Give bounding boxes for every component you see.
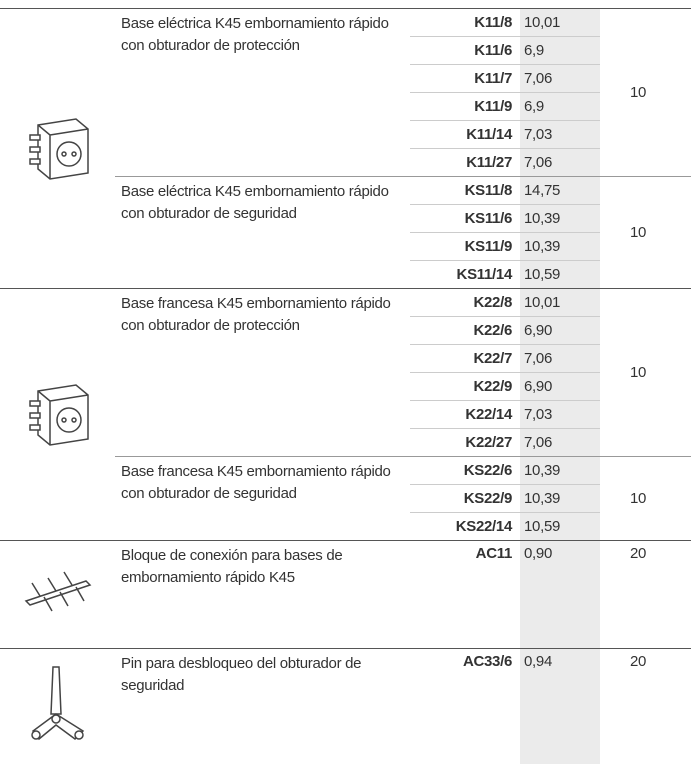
price: 10,39 xyxy=(520,484,600,513)
description: Bloque de conexión para bases de emborna… xyxy=(115,540,410,649)
product-code: K22/6 xyxy=(410,316,520,345)
table-row: K22/7 7,06 xyxy=(0,344,691,373)
price: 10,39 xyxy=(520,456,600,485)
price: 10,59 xyxy=(520,260,600,289)
product-image xyxy=(0,540,115,649)
product-image xyxy=(0,8,115,289)
price: 7,06 xyxy=(520,428,600,457)
table-row: Pin para desbloqueo del obturador de seg… xyxy=(0,648,691,764)
table-row: Base eléctrica K45 embornamiento rápido … xyxy=(0,8,691,289)
table-row: K11/7 7,06 xyxy=(0,64,691,93)
table-row: K22/9 6,90 xyxy=(0,372,691,401)
pack-quantity: 20 xyxy=(600,648,691,764)
price: 7,03 xyxy=(520,120,600,149)
price: 7,03 xyxy=(520,400,600,429)
table-row: KS11/9 10,39 xyxy=(0,232,691,261)
table-row: K22/27 7,06 xyxy=(0,428,691,457)
product-code: K11/8 xyxy=(410,8,520,37)
description: Base francesa K45 embornamiento rápido c… xyxy=(115,456,410,541)
price: 10,59 xyxy=(520,512,600,541)
price: 10,39 xyxy=(520,204,600,233)
description: Pin para desbloqueo del obturador de seg… xyxy=(115,648,410,764)
table-row: KS11/6 10,39 xyxy=(0,204,691,233)
product-code: K11/14 xyxy=(410,120,520,149)
product-code: K22/27 xyxy=(410,428,520,457)
price: 6,9 xyxy=(520,36,600,65)
pack-quantity: 10 xyxy=(600,456,691,541)
description: Base eléctrica K45 embornamiento rápido … xyxy=(115,176,410,289)
table-row: KS22/14 10,59 xyxy=(0,512,691,541)
price: 7,06 xyxy=(520,64,600,93)
table-row: K11/9 6,9 xyxy=(0,92,691,121)
price: 10,01 xyxy=(520,288,600,317)
table-row: Base eléctrica K45 embornamiento rápido … xyxy=(0,176,691,289)
product-code: KS11/6 xyxy=(410,204,520,233)
pack-quantity: 10 xyxy=(600,176,691,289)
price: 7,06 xyxy=(520,344,600,373)
price: 10,39 xyxy=(520,232,600,261)
product-code: KS22/14 xyxy=(410,512,520,541)
product-image xyxy=(0,648,115,764)
price: 14,75 xyxy=(520,176,600,205)
table-row: KS11/14 10,59 xyxy=(0,260,691,289)
product-code: K22/9 xyxy=(410,372,520,401)
product-code: K22/7 xyxy=(410,344,520,373)
price: 6,90 xyxy=(520,372,600,401)
pack-quantity: 10 xyxy=(600,8,691,177)
table-row: Base francesa K45 embornamiento rápido c… xyxy=(0,288,691,541)
table-row: K11/27 7,06 xyxy=(0,148,691,177)
table-row: K11/14 7,03 xyxy=(0,120,691,149)
table-row: K11/6 6,9 xyxy=(0,36,691,65)
product-code: K22/14 xyxy=(410,400,520,429)
price: 10,01 xyxy=(520,8,600,37)
pack-quantity: 10 xyxy=(600,288,691,457)
price: 0,94 xyxy=(520,648,600,764)
pack-quantity: 20 xyxy=(600,540,691,649)
product-code: K11/9 xyxy=(410,92,520,121)
product-code: KS11/8 xyxy=(410,176,520,205)
description: Base eléctrica K45 embornamiento rápido … xyxy=(115,8,410,177)
product-table: Base eléctrica K45 embornamiento rápido … xyxy=(0,8,691,764)
table-row: Bloque de conexión para bases de emborna… xyxy=(0,540,691,649)
description: Base francesa K45 embornamiento rápido c… xyxy=(115,288,410,457)
price: 6,90 xyxy=(520,316,600,345)
product-code: KS11/9 xyxy=(410,232,520,261)
product-code: K11/7 xyxy=(410,64,520,93)
table-row: K22/6 6,90 xyxy=(0,316,691,345)
product-code: K22/8 xyxy=(410,288,520,317)
product-code: AC11 xyxy=(410,540,520,649)
price: 7,06 xyxy=(520,148,600,177)
product-code: KS22/9 xyxy=(410,484,520,513)
table: Base eléctrica K45 embornamiento rápido … xyxy=(0,8,691,764)
product-code: AC33/6 xyxy=(410,648,520,764)
price: 0,90 xyxy=(520,540,600,649)
table-row: K22/14 7,03 xyxy=(0,400,691,429)
price: 6,9 xyxy=(520,92,600,121)
table-row: Base francesa K45 embornamiento rápido c… xyxy=(0,456,691,541)
product-code: K11/27 xyxy=(410,148,520,177)
product-code: K11/6 xyxy=(410,36,520,65)
product-image xyxy=(0,288,115,541)
product-code: KS22/6 xyxy=(410,456,520,485)
table-row: KS22/9 10,39 xyxy=(0,484,691,513)
product-code: KS11/14 xyxy=(410,260,520,289)
